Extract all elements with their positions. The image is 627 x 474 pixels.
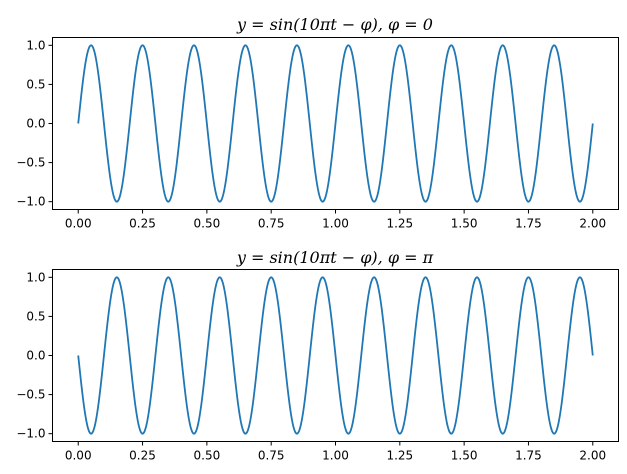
x-tick-label: 1.50 (451, 449, 478, 463)
y-tick-label: 1.0 (26, 270, 45, 284)
x-axis: 0.00 0.25 0.50 0.75 1.00 1.25 1.50 1.75 2.00 (65, 209, 606, 231)
y-tick-label: 0.5 (26, 77, 45, 91)
y-tick-label: −1.0 (16, 195, 45, 209)
x-tick-label: 0.25 (129, 449, 156, 463)
x-tick-label: 0.00 (65, 449, 92, 463)
x-tick-label: 1.75 (515, 449, 542, 463)
x-tick-label: 0.25 (129, 217, 156, 231)
x-tick-label: 1.00 (322, 217, 349, 231)
y-tick-label: 0.0 (26, 349, 45, 363)
y-tick-label: 1.0 (26, 38, 45, 52)
y-tick-label: 0.5 (26, 309, 45, 323)
x-tick-label: 1.00 (322, 449, 349, 463)
subplot-phi-0: y = sin(10πt − φ), φ = 0 0.00 0.25 0.50 0.7… (16, 15, 619, 231)
x-axis: 0.00 0.25 0.50 0.75 1.00 1.25 1.50 1.75 2.00 (65, 441, 606, 463)
x-tick-label: 2.00 (579, 449, 606, 463)
y-tick-label: −1.0 (16, 427, 45, 441)
x-tick-label: 0.75 (258, 217, 285, 231)
x-tick-label: 0.00 (65, 217, 92, 231)
subplot-phi-pi: y = sin(10πt − φ), φ = π 0.00 0.25 0.50 0.7… (16, 248, 619, 463)
x-tick-label: 1.25 (386, 217, 413, 231)
y-axis: 1.0 0.5 0.0 −0.5 −1.0 (16, 270, 53, 441)
x-tick-label: 0.50 (194, 217, 221, 231)
x-tick-label: 0.75 (258, 449, 285, 463)
x-tick-label: 1.75 (515, 217, 542, 231)
sine-wave-line (77, 44, 594, 203)
y-tick-label: −0.5 (16, 388, 45, 402)
x-tick-label: 0.50 (194, 449, 221, 463)
sine-wave-line (77, 276, 594, 435)
subplot-title: y = sin(10πt − φ), φ = π (236, 248, 434, 267)
y-tick-label: 0.0 (26, 117, 45, 131)
y-tick-label: −0.5 (16, 156, 45, 170)
x-tick-label: 2.00 (579, 217, 606, 231)
x-tick-label: 1.50 (451, 217, 478, 231)
x-tick-label: 1.25 (386, 449, 413, 463)
y-axis: 1.0 0.5 0.0 −0.5 −1.0 (16, 38, 53, 209)
subplot-title: y = sin(10πt − φ), φ = 0 (236, 15, 433, 34)
